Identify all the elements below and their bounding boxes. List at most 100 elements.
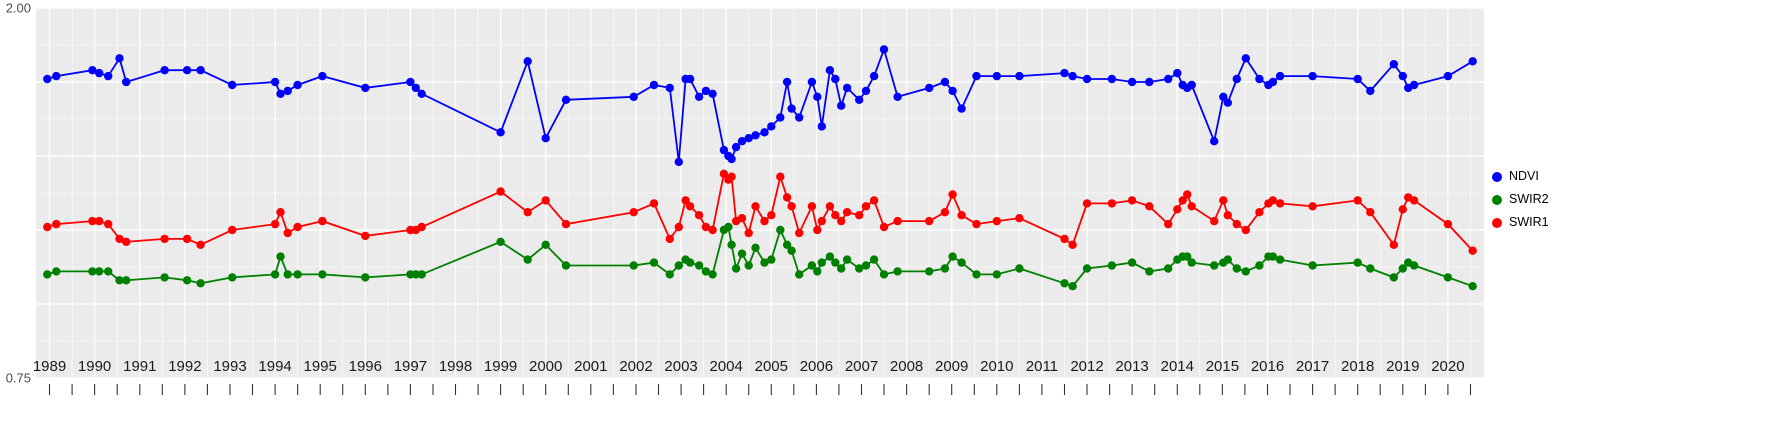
data-point <box>940 77 950 87</box>
data-point <box>1398 205 1408 214</box>
data-point <box>88 267 97 276</box>
data-point <box>649 199 659 208</box>
data-point <box>1409 196 1419 205</box>
data-point <box>293 222 302 232</box>
data-point <box>1164 74 1173 84</box>
data-point <box>685 202 695 211</box>
data-point <box>1468 246 1477 255</box>
data-point <box>417 270 426 279</box>
data-point <box>685 258 695 267</box>
data-point <box>1232 74 1242 84</box>
data-point <box>731 142 741 152</box>
x-tick-label: 1993 <box>213 358 246 375</box>
data-point <box>825 202 835 211</box>
data-point <box>760 258 769 267</box>
data-point <box>795 228 804 238</box>
data-point <box>276 208 285 217</box>
data-point <box>1241 54 1251 63</box>
data-point <box>1389 59 1399 69</box>
data-point <box>1219 92 1228 102</box>
data-point <box>879 45 889 54</box>
data-point <box>1127 196 1137 205</box>
x-tick-label: 1997 <box>394 358 427 375</box>
data-point <box>948 190 957 199</box>
data-point <box>228 80 237 90</box>
data-point <box>869 255 879 264</box>
data-point <box>751 243 760 252</box>
data-point <box>813 267 822 276</box>
data-point <box>1255 208 1264 217</box>
data-point <box>1353 258 1362 267</box>
data-point <box>948 86 957 96</box>
data-point <box>1398 71 1408 81</box>
data-point <box>104 71 113 81</box>
data-point <box>160 66 169 75</box>
data-point <box>1068 282 1077 291</box>
data-point <box>893 216 902 226</box>
data-point <box>1183 252 1192 261</box>
data-point <box>1409 261 1419 270</box>
x-tick-label: 2000 <box>529 358 562 375</box>
data-point <box>561 95 571 105</box>
data-point <box>837 216 846 226</box>
data-point <box>1398 264 1408 273</box>
data-point <box>1468 57 1477 66</box>
data-point <box>869 196 879 205</box>
data-point <box>283 86 292 96</box>
data-point <box>1210 216 1219 226</box>
data-point <box>940 208 950 217</box>
x-tick-label: 2015 <box>1206 358 1239 375</box>
x-tick-label: 2009 <box>935 358 968 375</box>
data-point <box>842 208 852 217</box>
data-point <box>1409 80 1419 90</box>
data-point <box>270 270 280 279</box>
data-point <box>813 92 822 102</box>
data-point <box>1068 71 1077 81</box>
data-point <box>1127 258 1137 267</box>
data-point <box>694 261 704 270</box>
x-tick-label: 1992 <box>168 358 201 375</box>
data-point <box>1082 199 1092 208</box>
data-point <box>925 216 934 226</box>
data-point <box>196 66 205 75</box>
x-tick-label: 1995 <box>304 358 337 375</box>
data-point <box>411 83 420 93</box>
series-line-swir1 <box>47 171 1474 252</box>
data-point <box>1268 252 1278 261</box>
x-tick-label: 2005 <box>755 358 788 375</box>
data-point <box>276 252 285 261</box>
data-point <box>701 222 711 232</box>
y-axis-label: 2.00 <box>6 1 31 16</box>
data-point <box>674 261 683 270</box>
y-axis-labels: 2.00 0.75 <box>6 1 31 386</box>
x-tick-label: 2003 <box>664 358 697 375</box>
data-point <box>88 216 97 226</box>
data-point <box>1015 71 1024 81</box>
x-tick-label: 2017 <box>1296 358 1329 375</box>
data-point <box>318 71 327 81</box>
data-point <box>817 216 826 226</box>
data-point <box>992 270 1001 279</box>
data-point <box>787 104 796 113</box>
data-point <box>1127 77 1137 87</box>
data-point <box>708 225 717 235</box>
data-point <box>95 267 104 276</box>
data-point <box>196 279 205 288</box>
data-point <box>842 255 852 264</box>
x-tick-label: 1990 <box>78 358 111 375</box>
data-point <box>1468 282 1477 291</box>
data-point <box>1187 258 1196 267</box>
data-point <box>361 231 370 241</box>
data-point <box>122 276 131 285</box>
data-point <box>807 261 817 270</box>
data-point <box>694 92 704 102</box>
data-point <box>855 264 864 273</box>
data-point <box>1366 264 1375 273</box>
legend-key-dot <box>1492 171 1502 182</box>
data-point <box>767 211 776 220</box>
data-point <box>727 240 736 249</box>
x-tick-label: 2012 <box>1070 358 1103 375</box>
data-point <box>228 273 237 282</box>
data-point <box>1353 74 1362 84</box>
data-point <box>1068 240 1077 249</box>
